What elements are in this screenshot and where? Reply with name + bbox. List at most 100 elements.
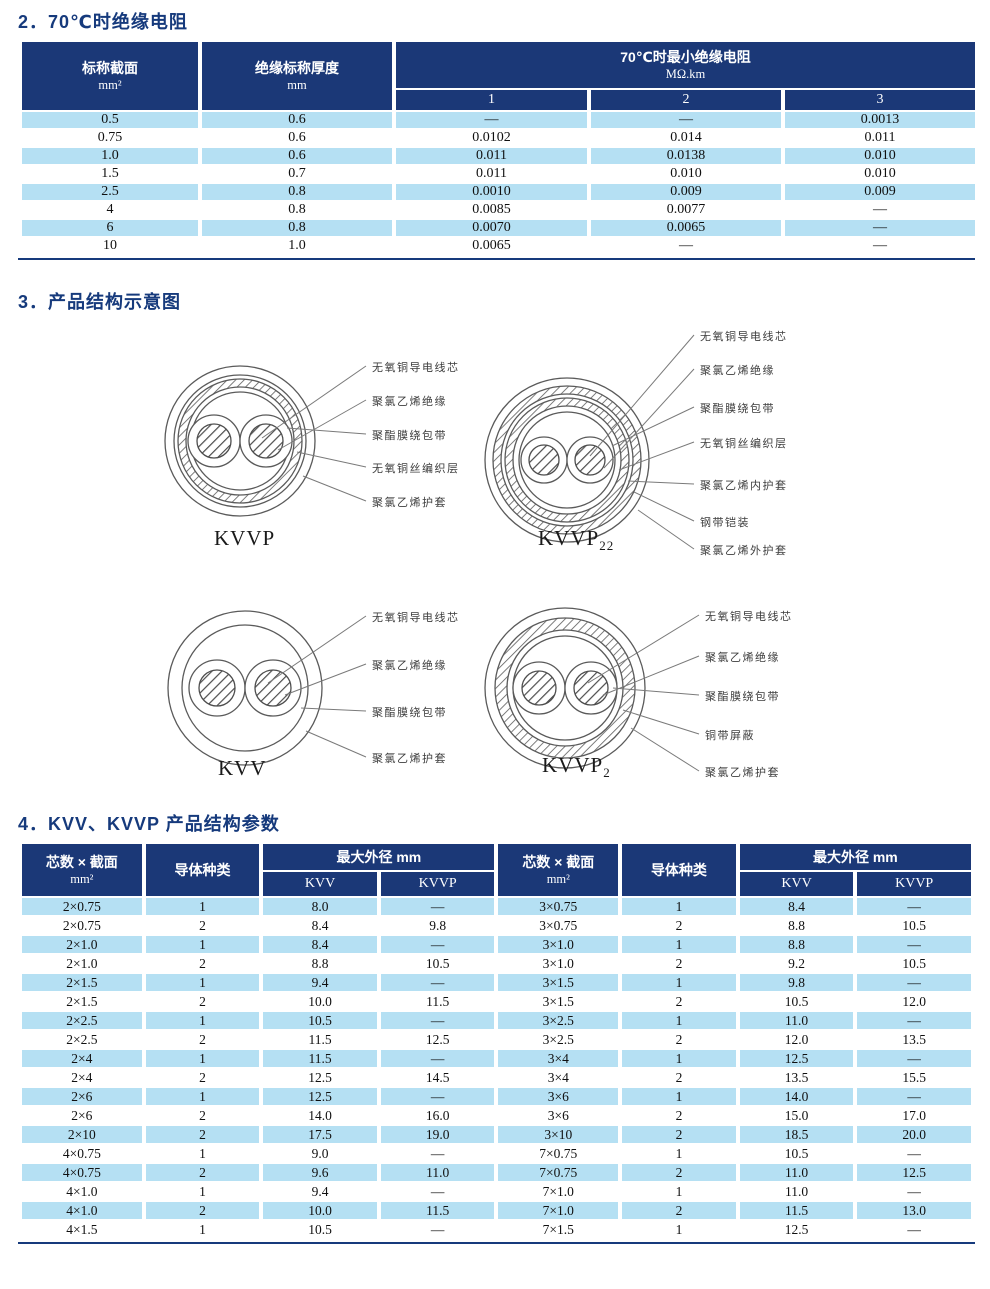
table1-cell: 10 — [22, 238, 198, 255]
table4-cell: 14.0 — [263, 1107, 377, 1124]
table1-group-header: 70℃时最小绝缘电阻 MΩ.km — [396, 42, 975, 88]
table4-cell: 2 — [145, 993, 260, 1010]
diagram-layer-label: 无氧铜丝编织层 — [372, 463, 460, 475]
table4-body: 2×0.75 1 8.0—3×0.75 1 8.4—2×0.75 2 8.4 9.8 3×0.7… — [22, 898, 971, 1238]
table4-cell: 10.5 — [857, 917, 971, 934]
diagram-layer-label: 无氧铜导电线芯 — [372, 362, 460, 374]
table4-cell: 2 — [622, 1126, 736, 1143]
table4-cell: 2 — [145, 1069, 260, 1086]
table4-cell: 2 — [145, 1031, 260, 1048]
table4-core-header-right: 芯数 × 截面 mm² — [498, 844, 619, 896]
table4-cell: 10.0 — [263, 993, 377, 1010]
table4-cell: 11.0 — [380, 1164, 495, 1181]
section4-title: 4．KVV、KVVP 产品结构参数 — [18, 814, 280, 834]
table4-cell: 17.5 — [263, 1126, 377, 1143]
table1-cell: — — [591, 238, 781, 255]
table4-cell: 1 — [622, 1145, 736, 1162]
table4-cell: 18.5 — [739, 1126, 854, 1143]
table4-cell: 2 — [622, 1107, 736, 1124]
table4-cell: — — [380, 1145, 495, 1162]
table4-cell: 12.5 — [857, 1164, 971, 1181]
table4-cell: 2×6 — [22, 1107, 142, 1124]
table1-cell: 0.8 — [202, 220, 392, 237]
table4-cell: — — [857, 1012, 971, 1029]
table4-cell: 8.4 — [263, 917, 377, 934]
table1-cell: 1.5 — [22, 166, 198, 183]
diagram-layer-label: 无氧铜丝编织层 — [700, 438, 788, 450]
table1-cell: 0.011 — [396, 166, 587, 183]
table1-cell: — — [785, 202, 975, 219]
table-row: 6 0.8 0.0070 0.0065— — [22, 220, 975, 237]
table1-cell: 0.010 — [785, 148, 975, 165]
table4-cell: 7×1.0 — [498, 1183, 619, 1200]
table-row: 0.75 0.6 0.0102 0.014 0.011 — [22, 130, 975, 147]
table-row: 2×2.5 1 10.5—3×2.5 1 11.0— — [22, 1012, 971, 1029]
table-row: 2×4 1 11.5—3×4 1 12.5— — [22, 1050, 971, 1067]
table1-cell: 0.5 — [22, 112, 198, 129]
table4-cell: 9.4 — [263, 974, 377, 991]
section3-title: 3．产品结构示意图 — [18, 292, 182, 312]
table4-cell: 8.0 — [263, 898, 377, 915]
table4-cell: 3×1.5 — [498, 974, 619, 991]
table1-cell: 0.0085 — [396, 202, 587, 219]
table4-cell: 8.4 — [739, 898, 854, 915]
table4-cell: 1 — [622, 1088, 736, 1105]
table4-cell: 2×4 — [22, 1050, 142, 1067]
table4-cell: 2 — [622, 1069, 736, 1086]
diagram-layer-label: 钢带铠装 — [700, 517, 750, 529]
table4-cell: 4×1.0 — [22, 1183, 142, 1200]
table4-cell: 12.5 — [263, 1088, 377, 1105]
table4-cell: 12.5 — [739, 1221, 854, 1238]
caption-text: KVV — [218, 756, 267, 780]
table1-subcol-2: 2 — [591, 90, 781, 111]
table4-cell: — — [380, 1221, 495, 1238]
table4-cell: 3×4 — [498, 1069, 619, 1086]
table4-cell: 12.5 — [380, 1031, 495, 1048]
table1-cell: 0.0102 — [396, 130, 587, 147]
table4-od-group-right: 最大外径 mm — [739, 844, 971, 870]
core-unit: mm² — [70, 871, 94, 886]
table4-cell: 2 — [145, 1107, 260, 1124]
table-row: 0.5 0.6— —0.0013 — [22, 112, 975, 129]
table-row: 1.0 0.6 0.011 0.0138 0.010 — [22, 148, 975, 165]
insulation-resistance-table-wrap: 标称截面 mm² 绝缘标称厚度 mm 70℃时最小绝缘电阻 MΩ.km 1 2 3 0… — [18, 40, 975, 261]
diagram-layer-label: 铜带屏蔽 — [705, 730, 755, 742]
table4-cell: 8.8 — [263, 955, 377, 972]
table-row: 2×1.0 2 8.8 10.5 3×1.0 2 9.2 10.5 — [22, 955, 971, 972]
table1-col2-header: 绝缘标称厚度 mm — [202, 42, 392, 111]
table4-cell: 4×1.5 — [22, 1221, 142, 1238]
table-row: 4×1.0 1 9.4—7×1.0 1 11.0— — [22, 1183, 971, 1200]
diagram-caption-kvvp22: KVVP22 — [538, 526, 614, 554]
table4-cell: — — [857, 1221, 971, 1238]
diagram-layer-label: 聚酯膜绕包带 — [372, 707, 447, 719]
table4-header: 芯数 × 截面 mm² 导体种类 最大外径 mm 芯数 × 截面 mm² 导体种类 … — [22, 844, 971, 896]
table4-subcol-kvvp-right: KVVP — [857, 872, 971, 896]
table4-cell: 11.5 — [380, 993, 495, 1010]
table4-cell: — — [857, 1050, 971, 1067]
table4-cell: 2×1.5 — [22, 993, 142, 1010]
col1-label: 标称截面 — [82, 59, 138, 76]
table1-cell: 1.0 — [22, 148, 198, 165]
table4-cell: — — [380, 1050, 495, 1067]
table4-cell: 12.0 — [857, 993, 971, 1010]
diagram-layer-label: 聚氯乙烯外护套 — [700, 545, 788, 557]
table4-cell: — — [380, 974, 495, 991]
cable-cross-section-kvvp2 — [484, 607, 700, 772]
table4-cell: — — [857, 1088, 971, 1105]
table4-cell: — — [380, 1088, 495, 1105]
caption-text: KVVP — [542, 753, 604, 777]
table4-cell: — — [857, 898, 971, 915]
table4-cell: 2 — [145, 1164, 260, 1181]
diagram-layer-label: 无氧铜导电线芯 — [372, 612, 460, 624]
table4-cell: 11.0 — [739, 1012, 854, 1029]
table4-cell: 12.0 — [739, 1031, 854, 1048]
table4-cell: 10.5 — [739, 1145, 854, 1162]
table1-cell: — — [785, 238, 975, 255]
table4-cell: 7×0.75 — [498, 1164, 619, 1181]
table4-cell: 2 — [622, 917, 736, 934]
table1-cell: 0.0077 — [591, 202, 781, 219]
table4-cell: 2 — [145, 1126, 260, 1143]
structure-params-table-wrap: 芯数 × 截面 mm² 导体种类 最大外径 mm 芯数 × 截面 mm² 导体种类 … — [18, 842, 975, 1244]
table1-cell: 0.009 — [591, 184, 781, 201]
table4-cell: 2 — [622, 1031, 736, 1048]
